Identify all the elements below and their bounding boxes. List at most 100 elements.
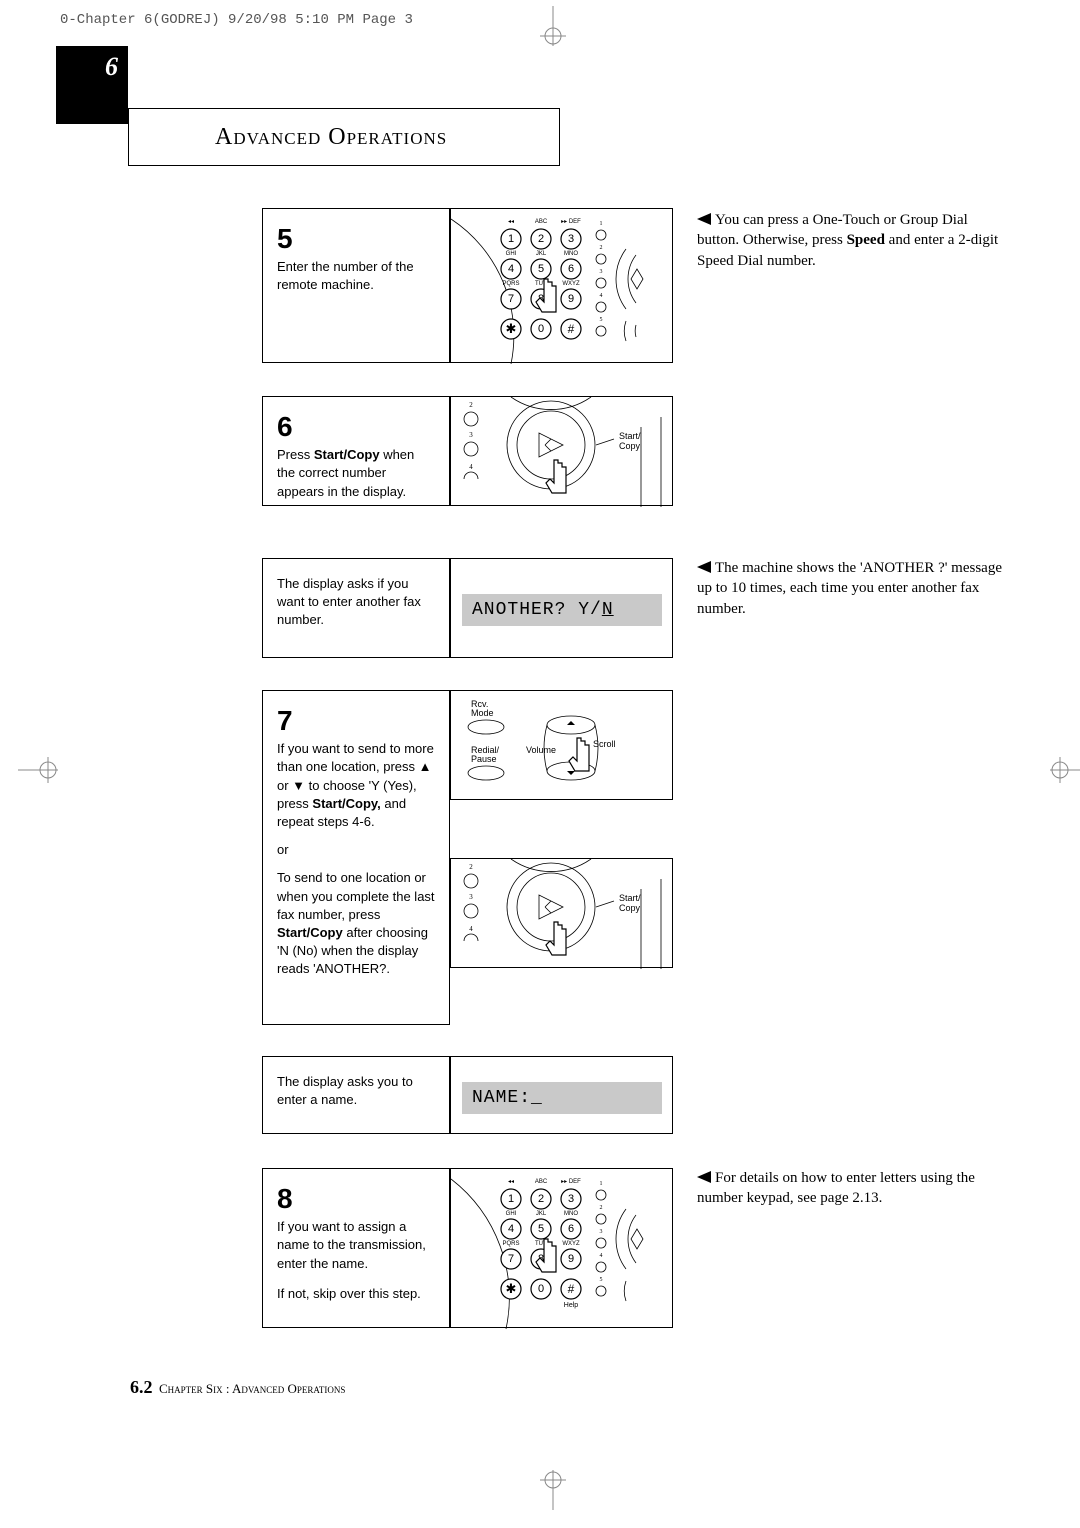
svg-text:4: 4	[508, 263, 514, 275]
footer-text: Chapter Six : Advanced Operations	[159, 1381, 345, 1396]
svg-text:MNO: MNO	[564, 1211, 578, 1217]
svg-text:Start/Copy: Start/Copy	[619, 893, 641, 913]
svg-text:0: 0	[538, 1283, 544, 1295]
svg-text:#: #	[568, 1282, 575, 1296]
svg-text:ABC: ABC	[535, 219, 548, 225]
crop-mark-bottom	[538, 1470, 568, 1510]
svg-text:GHI: GHI	[506, 1211, 517, 1217]
step-6-box: 6 Press Start/Copy when the correct numb…	[262, 396, 450, 506]
svg-text:1: 1	[600, 1181, 603, 1187]
svg-text:WXYZ: WXYZ	[562, 281, 580, 287]
illus-8: 1◂◂ 2ABC 3▸▸ DEF 4GHI 5JKL 6MNO 7PQRS 8T…	[450, 1168, 673, 1328]
svg-text:◂◂: ◂◂	[508, 219, 514, 225]
chapter-tab: 6	[56, 46, 128, 124]
illus-7b: 2 3 4 Start/Copy	[450, 858, 673, 968]
note-5: You can press a One-Touch or Group Dial …	[697, 210, 1007, 271]
svg-text:6: 6	[568, 263, 574, 275]
svg-text:7: 7	[508, 1253, 514, 1265]
step-7-num: 7	[277, 701, 435, 740]
svg-text:2: 2	[600, 245, 603, 251]
step-5-box: 5 Enter the number of the remote machine…	[262, 208, 450, 363]
note-arrow-icon	[697, 561, 711, 573]
svg-text:2: 2	[538, 233, 544, 245]
svg-text:JKL: JKL	[536, 251, 547, 257]
svg-text:3: 3	[469, 893, 473, 901]
svg-text:1: 1	[508, 233, 514, 245]
svg-text:GHI: GHI	[506, 251, 517, 257]
page-title: Advanced Operations	[128, 108, 560, 166]
svg-text:2: 2	[600, 1205, 603, 1211]
step-7b-box: The display asks you to enter a name.	[262, 1056, 450, 1134]
note-8-text: For details on how to enter letters usin…	[697, 1170, 975, 1206]
svg-text:5: 5	[600, 317, 603, 323]
svg-text:PQRS: PQRS	[502, 1241, 519, 1247]
step-8-text2: If not, skip over this step.	[277, 1285, 435, 1303]
crop-mark-top	[538, 6, 568, 46]
illus-7a: Rcv.Mode Redial/Pause Volume Scroll	[450, 690, 673, 800]
svg-text:ABC: ABC	[535, 1179, 548, 1185]
svg-text:1: 1	[600, 221, 603, 227]
step-6-text: Press Start/Copy when the correct number…	[277, 446, 435, 501]
svg-text:✱: ✱	[506, 1281, 517, 1296]
svg-text:▸▸ DEF: ▸▸ DEF	[561, 219, 581, 225]
note-5-bold: Speed	[847, 232, 885, 248]
svg-text:4: 4	[469, 463, 473, 471]
svg-text:◂◂: ◂◂	[508, 1179, 514, 1185]
step-6-num: 6	[277, 407, 435, 446]
page-footer: 6.2 Chapter Six : Advanced Operations	[130, 1377, 345, 1398]
title-text: Advanced Operations	[215, 124, 447, 151]
step-7-box: 7 If you want to send to more than one l…	[262, 690, 450, 1025]
svg-text:#: #	[568, 322, 575, 336]
svg-text:0: 0	[538, 323, 544, 335]
svg-text:JKL: JKL	[536, 1211, 547, 1217]
svg-text:1: 1	[508, 1193, 514, 1205]
note-6: The machine shows the 'ANOTHER ?' messag…	[697, 558, 1007, 619]
svg-text:PQRS: PQRS	[502, 281, 519, 287]
step-6b-text: The display asks if you want to enter an…	[277, 575, 435, 630]
page-number: 6.2	[130, 1377, 153, 1397]
svg-text:2: 2	[538, 1193, 544, 1205]
step-6b-box: The display asks if you want to enter an…	[262, 558, 450, 658]
step-7-or: or	[277, 841, 435, 859]
svg-text:4: 4	[469, 925, 473, 933]
step-7-p1: If you want to send to more than one loc…	[277, 740, 435, 831]
svg-text:7: 7	[508, 293, 514, 305]
svg-text:Redial/Pause: Redial/Pause	[471, 745, 500, 764]
note-6-text: The machine shows the 'ANOTHER ?' messag…	[697, 560, 1002, 617]
svg-text:6: 6	[568, 1223, 574, 1235]
lcd-name: NAME:_	[462, 1082, 662, 1114]
step-7b-text: The display asks you to enter a name.	[277, 1073, 435, 1109]
svg-text:3: 3	[600, 1229, 603, 1235]
step-7-p2: To send to one location or when you comp…	[277, 869, 435, 978]
crop-mark-left	[18, 755, 58, 785]
svg-text:Volume: Volume	[526, 745, 556, 755]
svg-text:Scroll: Scroll	[593, 739, 616, 749]
step-8-num: 8	[277, 1179, 435, 1218]
svg-text:4: 4	[508, 1223, 514, 1235]
svg-text:Help: Help	[564, 1302, 579, 1309]
step-5-num: 5	[277, 219, 435, 258]
step-5-text: Enter the number of the remote machine.	[277, 258, 435, 294]
note-arrow-icon	[697, 213, 711, 225]
svg-text:9: 9	[568, 293, 574, 305]
svg-text:WXYZ: WXYZ	[562, 1241, 580, 1247]
svg-text:2: 2	[469, 401, 473, 409]
svg-text:3: 3	[568, 1193, 574, 1205]
svg-text:✱: ✱	[506, 321, 517, 336]
svg-text:3: 3	[568, 233, 574, 245]
illus-6: 2 3 4 Start/Copy	[450, 396, 673, 506]
svg-text:MNO: MNO	[564, 251, 578, 257]
lcd-another: ANOTHER? Y/N	[462, 594, 662, 626]
svg-text:Rcv.Mode: Rcv.Mode	[471, 699, 494, 718]
svg-text:▸▸ DEF: ▸▸ DEF	[561, 1179, 581, 1185]
svg-text:2: 2	[469, 863, 473, 871]
step-8-text: If you want to assign a name to the tran…	[277, 1218, 435, 1273]
svg-text:3: 3	[600, 269, 603, 275]
svg-text:4: 4	[600, 1253, 603, 1259]
svg-text:5: 5	[600, 1277, 603, 1283]
svg-text:9: 9	[568, 1253, 574, 1265]
crop-mark-right	[1050, 755, 1080, 785]
svg-text:5: 5	[538, 263, 544, 275]
note-arrow-icon	[697, 1171, 711, 1183]
note-8: For details on how to enter letters usin…	[697, 1168, 1007, 1209]
